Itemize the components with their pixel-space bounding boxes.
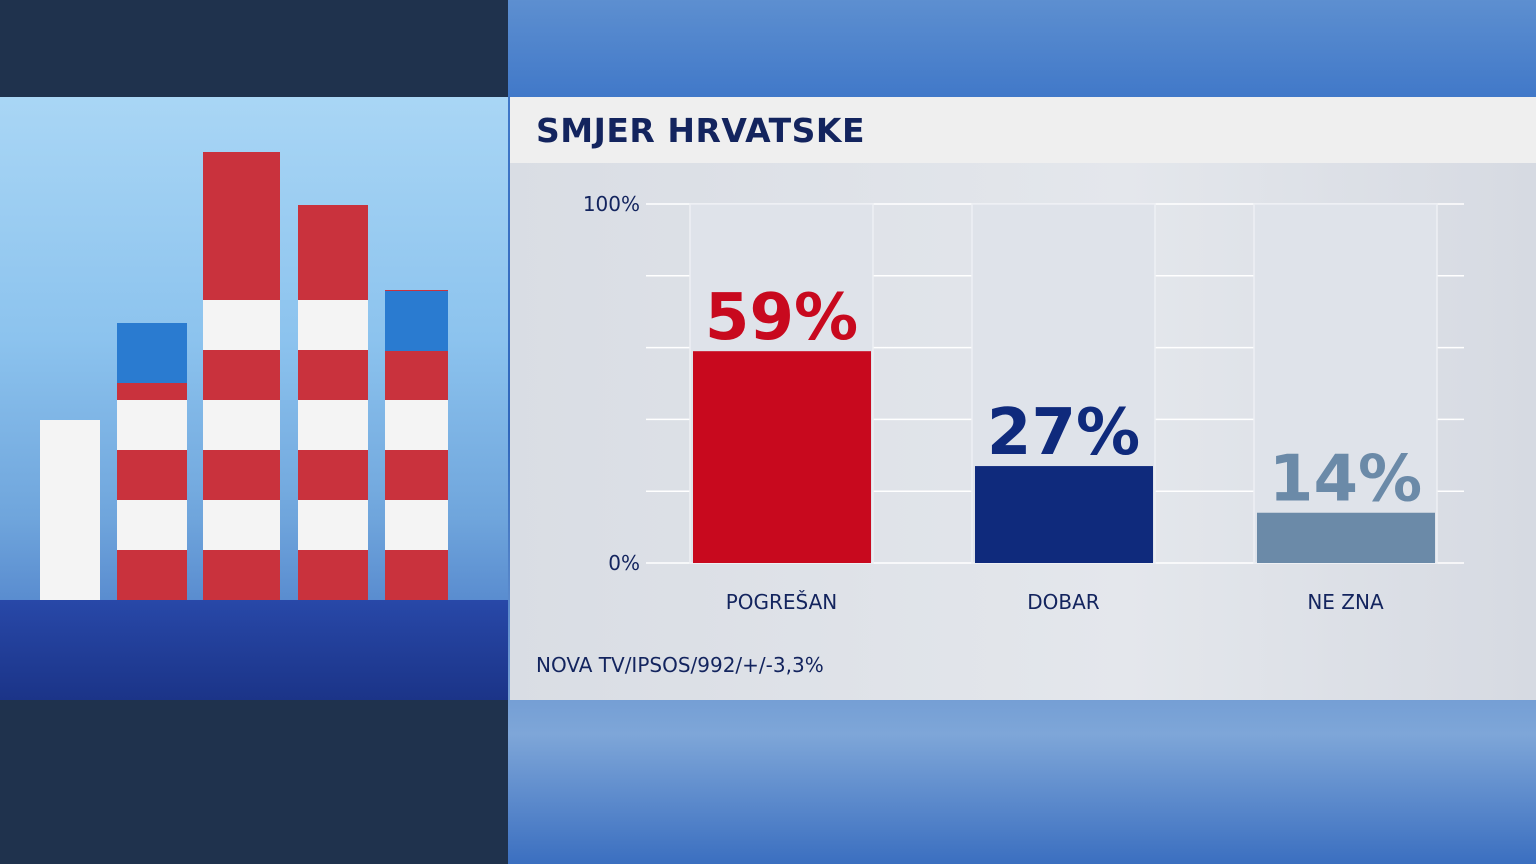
- bar-1: [975, 466, 1153, 563]
- value-label: 14%: [1269, 443, 1422, 517]
- title-bar: SMJER HRVATSKE: [510, 97, 1536, 163]
- source-note: NOVA TV/IPSOS/992/+/-3,3%: [536, 653, 824, 677]
- left-top-band: [0, 0, 508, 97]
- croatian-flag-bars-illustration: [0, 97, 508, 700]
- bar-2: [1257, 512, 1435, 563]
- bar-0: [693, 351, 871, 563]
- y-tick-label: 100%: [583, 192, 640, 216]
- bar-chart: 59% POGREŠAN 27% DOBAR 14% NE ZNA 100% 0%: [583, 192, 1464, 614]
- value-label: 27%: [987, 396, 1140, 470]
- column-background: [1253, 203, 1438, 564]
- left-bottom-band: [0, 700, 508, 864]
- value-label: 59%: [705, 281, 858, 355]
- chart-title: SMJER HRVATSKE: [536, 111, 866, 150]
- category-label: POGREŠAN: [726, 590, 838, 614]
- category-label: NE ZNA: [1307, 590, 1384, 614]
- category-label: DOBAR: [1027, 590, 1100, 614]
- y-tick-label: 0%: [608, 551, 640, 575]
- chart-panel: 59% POGREŠAN 27% DOBAR 14% NE ZNA 100% 0% NOVA …: [510, 163, 1536, 700]
